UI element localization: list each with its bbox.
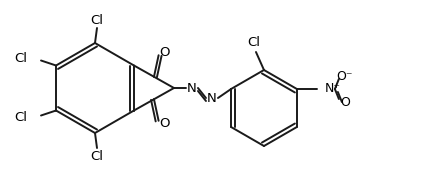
Text: O⁻: O⁻ bbox=[337, 71, 353, 83]
Text: O: O bbox=[160, 46, 170, 59]
Text: N: N bbox=[207, 92, 217, 105]
Text: N⁺: N⁺ bbox=[325, 83, 341, 96]
Text: O: O bbox=[160, 117, 170, 130]
Text: Cl: Cl bbox=[90, 14, 104, 27]
Text: N: N bbox=[187, 81, 197, 95]
Text: Cl: Cl bbox=[248, 36, 261, 49]
Text: Cl: Cl bbox=[90, 149, 104, 162]
Text: Cl: Cl bbox=[14, 111, 27, 124]
Text: Cl: Cl bbox=[14, 52, 27, 65]
Text: O: O bbox=[340, 96, 350, 109]
